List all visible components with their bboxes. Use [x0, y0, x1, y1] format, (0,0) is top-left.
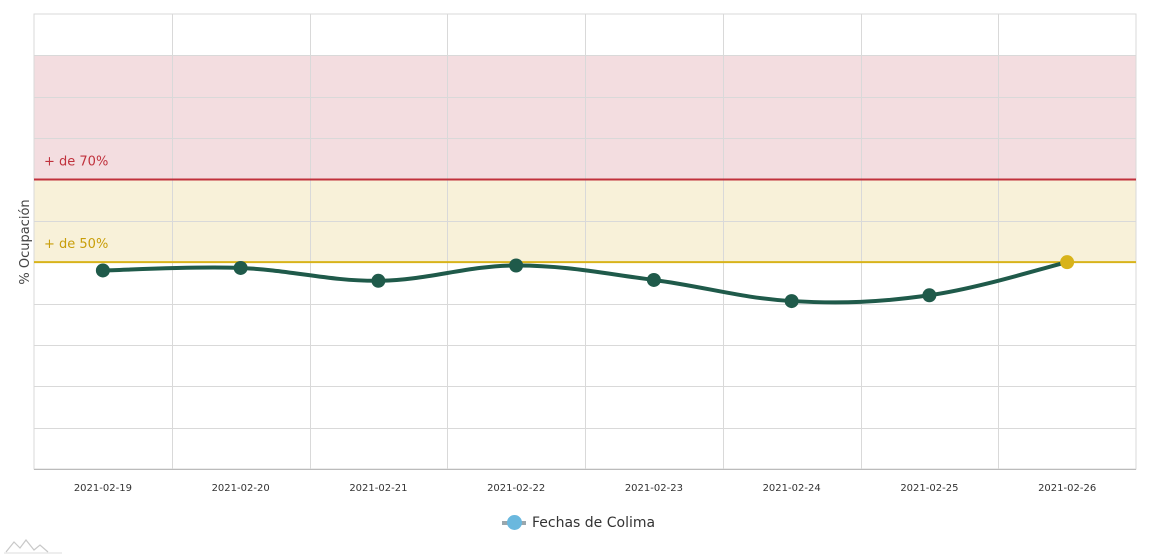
series-group [95, 255, 1075, 309]
threshold-lines: + de 70% + de 50% [34, 154, 1136, 264]
series-line-0 [100, 260, 1070, 305]
threshold-label-1: + de 50% [44, 237, 108, 252]
x-tick-label: 2021-02-19 [74, 483, 132, 494]
x-axis-ticks: 2021-02-19 2021-02-20 2021-02-21 2021-02-22… [74, 483, 1096, 494]
data-point[interactable] [233, 260, 248, 275]
x-tick-label: 2021-02-20 [212, 483, 270, 494]
x-tick-label: 2021-02-22 [487, 483, 545, 494]
x-tick-label: 2021-02-24 [763, 483, 821, 494]
data-point[interactable] [922, 288, 937, 303]
data-point[interactable] [95, 263, 110, 278]
logo-icon [4, 539, 62, 554]
legend-label: Fechas de Colima [532, 515, 656, 531]
y-axis-label: % Ocupación [18, 199, 33, 284]
data-point[interactable] [646, 272, 661, 287]
x-tick-label: 2021-02-23 [625, 483, 683, 494]
threshold-label-0: + de 70% [44, 154, 108, 169]
x-tick-label: 2021-02-26 [1038, 483, 1096, 494]
x-tick-label: 2021-02-21 [349, 483, 407, 494]
data-point[interactable] [784, 294, 799, 309]
legend-item[interactable]: Fechas de Colima [502, 512, 655, 534]
data-point[interactable] [509, 258, 524, 273]
data-point[interactable] [1060, 255, 1075, 270]
data-point[interactable] [371, 273, 386, 288]
x-tick-label: 2021-02-25 [900, 483, 958, 494]
legend-series-icon [502, 515, 526, 530]
